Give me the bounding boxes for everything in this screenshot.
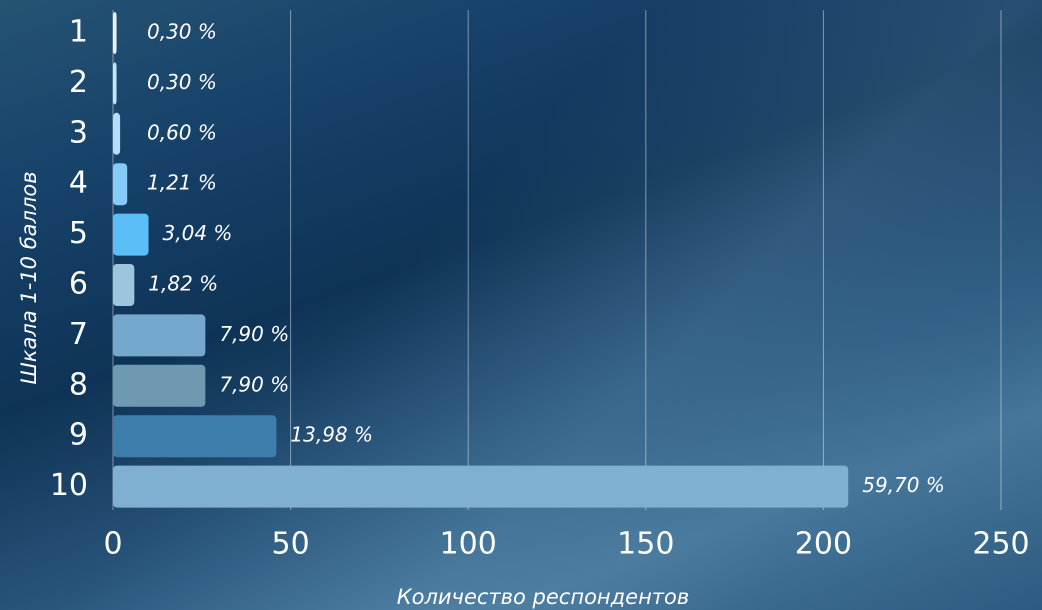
bar xyxy=(113,62,117,105)
y-tick-label: 9 xyxy=(69,418,88,453)
y-tick-label: 6 xyxy=(69,267,88,302)
bars xyxy=(113,12,849,508)
data-label: 0,60 % xyxy=(147,120,217,144)
bar xyxy=(113,314,206,357)
x-tick-label: 50 xyxy=(272,527,310,562)
data-labels: 0,30 % 0,30 % 0,60 % 1,21 % 3,04 % 1,82 % 7,90… xyxy=(147,20,945,498)
data-label: 0,30 % xyxy=(147,70,217,94)
bar xyxy=(113,112,121,155)
bar xyxy=(113,465,849,508)
y-tick-label: 7 xyxy=(69,317,88,352)
data-label: 0,30 % xyxy=(147,20,217,44)
bar xyxy=(113,364,206,407)
y-tick-label: 4 xyxy=(69,166,88,201)
data-label: 3,04 % xyxy=(163,221,233,245)
x-tick-label: 250 xyxy=(972,527,1029,562)
x-axis-ticks: 0 50 100 150 200 250 xyxy=(103,527,1029,562)
data-label: 7,90 % xyxy=(219,322,289,346)
bar xyxy=(113,415,277,458)
bar xyxy=(113,213,149,256)
y-tick-label: 1 xyxy=(69,15,88,50)
y-axis-title: Шкала 1-10 баллов xyxy=(17,171,41,384)
data-label: 13,98 % xyxy=(290,423,373,447)
y-tick-label: 8 xyxy=(69,367,88,402)
y-tick-label: 5 xyxy=(69,216,88,251)
data-label: 1,21 % xyxy=(147,171,217,195)
x-tick-label: 100 xyxy=(440,527,497,562)
data-label: 7,90 % xyxy=(219,372,289,396)
x-tick-label: 0 xyxy=(103,527,122,562)
bar xyxy=(113,163,128,206)
x-tick-label: 150 xyxy=(617,527,674,562)
data-label: 59,70 % xyxy=(862,473,945,497)
bar xyxy=(113,12,117,54)
x-tick-label: 200 xyxy=(795,527,852,562)
y-tick-label: 10 xyxy=(50,468,88,503)
y-axis-ticks: 1 2 3 4 5 6 7 8 9 10 xyxy=(50,15,88,504)
y-tick-label: 3 xyxy=(69,115,88,150)
data-label: 1,82 % xyxy=(148,272,218,296)
y-tick-label: 2 xyxy=(69,65,88,100)
bar xyxy=(113,264,135,306)
x-axis-title: Количество респондентов xyxy=(397,585,690,609)
